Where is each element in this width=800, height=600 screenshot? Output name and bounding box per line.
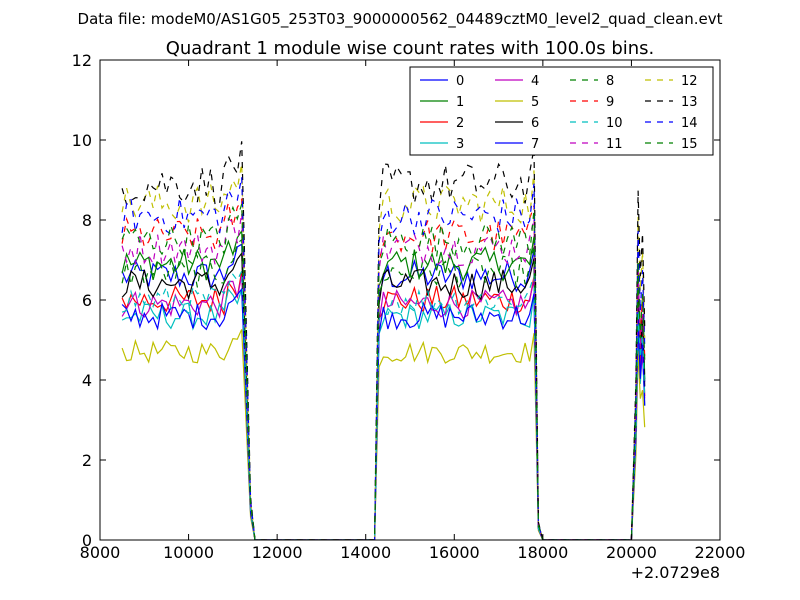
- y-tick-label: 2: [82, 451, 92, 470]
- x-tick-label: 10000: [163, 543, 214, 562]
- legend-label-2: 2: [456, 116, 464, 131]
- series-line-0: [121, 243, 646, 540]
- series-line-14: [121, 176, 646, 540]
- y-tick-label: 4: [82, 371, 92, 390]
- x-tick-label: 18000: [517, 543, 568, 562]
- series-line-5: [121, 329, 646, 540]
- legend-label-15: 15: [681, 137, 698, 152]
- y-tick-label: 12: [72, 51, 92, 70]
- series-line-11: [121, 212, 646, 540]
- series-line-13: [121, 141, 646, 540]
- legend-label-12: 12: [681, 74, 698, 89]
- series-line-10: [121, 270, 646, 540]
- legend-label-8: 8: [606, 74, 614, 89]
- series-line-6: [121, 251, 646, 540]
- chart-title: Quadrant 1 module wise count rates with …: [166, 38, 655, 59]
- legend-label-7: 7: [531, 137, 539, 152]
- y-tick-label: 10: [72, 131, 92, 150]
- series-line-12: [121, 163, 646, 540]
- series-line-3: [121, 288, 646, 540]
- y-tick-label: 8: [82, 211, 92, 230]
- series-line-2: [121, 271, 646, 540]
- series-line-7: [121, 287, 646, 540]
- legend-label-3: 3: [456, 137, 464, 152]
- y-tick-label: 6: [82, 291, 92, 310]
- series-line-8: [121, 238, 646, 540]
- x-tick-label: 20000: [606, 543, 657, 562]
- legend-label-11: 11: [606, 137, 623, 152]
- y-tick-label: 0: [82, 531, 92, 550]
- legend-label-9: 9: [606, 95, 614, 110]
- series-line-15: [121, 203, 646, 540]
- x-tick-label: 16000: [429, 543, 480, 562]
- series-line-1: [121, 228, 646, 540]
- series-line-4: [121, 275, 646, 540]
- legend-label-10: 10: [606, 116, 623, 131]
- legend-label-0: 0: [456, 74, 464, 89]
- x-tick-label: 14000: [340, 543, 391, 562]
- legend-label-13: 13: [681, 95, 698, 110]
- legend-label-1: 1: [456, 95, 464, 110]
- plot-area: [121, 141, 646, 540]
- x-tick-label: 8000: [80, 543, 121, 562]
- legend-label-14: 14: [681, 116, 698, 131]
- legend-label-4: 4: [531, 74, 539, 89]
- x-offset-label: +2.0729e8: [631, 563, 720, 582]
- legend-label-6: 6: [531, 116, 539, 131]
- x-tick-label: 12000: [252, 543, 303, 562]
- x-tick-label: 22000: [695, 543, 746, 562]
- legend-label-5: 5: [531, 95, 539, 110]
- chart-suptitle: Data file: modeM0/AS1G05_253T03_90000005…: [78, 10, 723, 29]
